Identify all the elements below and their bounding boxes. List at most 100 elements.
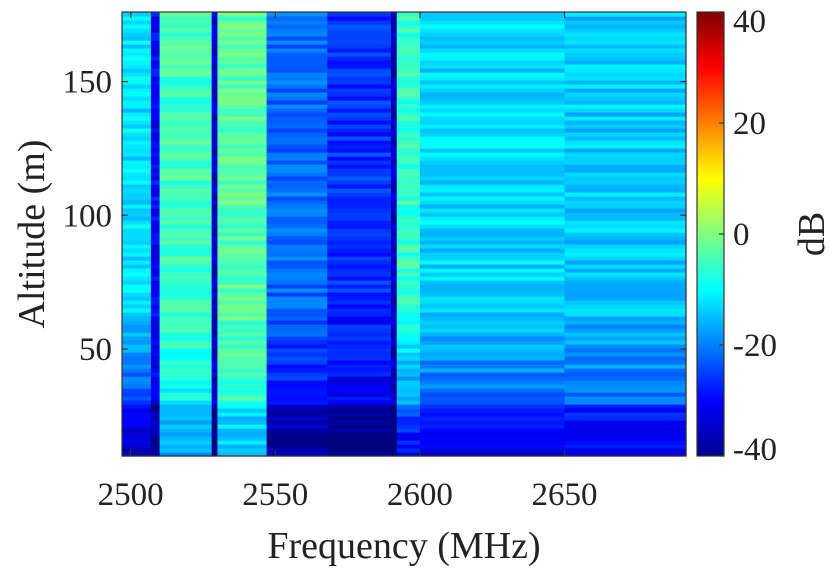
heatmap-cell	[564, 288, 687, 293]
heatmap-cell	[266, 136, 328, 141]
heatmap-cell	[122, 40, 152, 45]
heatmap-cell	[327, 420, 392, 425]
heatmap-cell	[564, 200, 687, 205]
heatmap-cell	[217, 128, 268, 133]
heatmap-cell	[159, 352, 213, 357]
heatmap-cell	[211, 444, 219, 449]
heatmap-cell	[327, 436, 392, 441]
x-tick-label: 2600	[387, 477, 453, 513]
heatmap-cell	[122, 432, 152, 437]
heatmap-cell	[122, 28, 152, 33]
heatmap-cell	[159, 340, 213, 345]
heatmap-cell	[150, 132, 161, 137]
heatmap-cell	[327, 144, 392, 149]
heatmap-cell	[419, 264, 566, 269]
heatmap-cell	[150, 296, 161, 301]
heatmap-cell	[390, 132, 398, 137]
heatmap-cell	[217, 264, 268, 269]
heatmap-cell	[564, 220, 687, 225]
heatmap-cell	[327, 180, 392, 185]
heatmap-cell	[211, 420, 219, 425]
heatmap-cell	[396, 88, 421, 93]
heatmap-cell	[564, 32, 687, 37]
heatmap-cell	[564, 144, 687, 149]
heatmap-cell	[122, 272, 152, 277]
heatmap-cell	[419, 360, 566, 365]
heatmap-cell	[211, 148, 219, 153]
heatmap-cell	[564, 412, 687, 417]
heatmap-cell	[419, 24, 566, 29]
heatmap-cell	[211, 392, 219, 397]
heatmap-cell	[419, 156, 566, 161]
heatmap-cell	[390, 144, 398, 149]
heatmap-cell	[211, 356, 219, 361]
heatmap-cell	[327, 40, 392, 45]
heatmap-cell	[150, 204, 161, 209]
heatmap-cell	[159, 28, 213, 33]
heatmap-cell	[419, 208, 566, 213]
heatmap-cell	[150, 104, 161, 109]
heatmap-cell	[217, 248, 268, 253]
heatmap-cell	[396, 184, 421, 189]
heatmap-cell	[396, 408, 421, 413]
heatmap-cell	[211, 384, 219, 389]
heatmap-cell	[327, 184, 392, 189]
heatmap-cell	[390, 84, 398, 89]
heatmap-cell	[327, 392, 392, 397]
heatmap-cell	[159, 16, 213, 21]
heatmap-cell	[122, 80, 152, 85]
heatmap-cell	[266, 160, 328, 165]
heatmap-cell	[266, 176, 328, 181]
heatmap-cell	[564, 60, 687, 65]
heatmap-cell	[419, 152, 566, 157]
heatmap-cell	[396, 48, 421, 53]
heatmap-cell	[150, 276, 161, 281]
heatmap-cell	[122, 412, 152, 417]
heatmap-cell	[396, 148, 421, 153]
heatmap-cell	[390, 396, 398, 401]
heatmap-cell	[327, 228, 392, 233]
heatmap-cell	[211, 240, 219, 245]
colorbar-ticks: 40 20 0 -20 -40	[719, 4, 777, 468]
heatmap-cell	[419, 368, 566, 373]
heatmap-cell	[390, 328, 398, 333]
heatmap-cell	[122, 452, 152, 457]
heatmap-cell	[211, 184, 219, 189]
plot-frame	[121, 11, 687, 457]
heatmap-cell	[327, 204, 392, 209]
heatmap-cell	[564, 44, 687, 49]
heatmap-cell	[211, 36, 219, 41]
heatmap-cell	[211, 292, 219, 297]
heatmap-cell	[327, 140, 392, 145]
heatmap-cell	[396, 372, 421, 377]
heatmap-cell	[159, 132, 213, 137]
heatmap-cell	[217, 412, 268, 417]
heatmap-cell	[390, 308, 398, 313]
heatmap-cell	[396, 404, 421, 409]
heatmap-cell	[419, 352, 566, 357]
heatmap-cell	[217, 452, 268, 457]
heatmap-cell	[150, 56, 161, 61]
heatmap-cell	[390, 24, 398, 29]
heatmap-cell	[217, 356, 268, 361]
heatmap-cell	[159, 108, 213, 113]
heatmap-cell	[564, 152, 687, 157]
heatmap-cell	[419, 84, 566, 89]
heatmap-cell	[122, 124, 152, 129]
heatmap-cell	[122, 264, 152, 269]
heatmap-cell	[266, 128, 328, 133]
heatmap-cell	[327, 288, 392, 293]
heatmap-cell	[564, 104, 687, 109]
heatmap-cell	[564, 280, 687, 285]
heatmap-cell	[211, 136, 219, 141]
heatmap-cell	[564, 304, 687, 309]
heatmap-cell	[396, 420, 421, 425]
heatmap-cell	[419, 332, 566, 337]
heatmap-cell	[150, 28, 161, 33]
heatmap-cell	[396, 100, 421, 105]
heatmap-cell	[150, 308, 161, 313]
heatmap-cell	[396, 436, 421, 441]
heatmap-cell	[396, 444, 421, 449]
heatmap-cell	[390, 16, 398, 21]
